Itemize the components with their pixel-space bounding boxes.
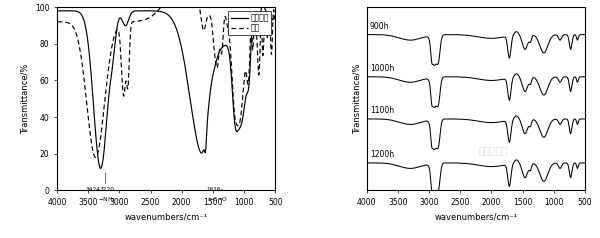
Text: 3424: 3424 xyxy=(85,187,100,192)
Text: 900h: 900h xyxy=(370,22,389,31)
Text: 嘉峪检测网: 嘉峪检测网 xyxy=(479,145,508,155)
Y-axis label: Transmittance/%: Transmittance/% xyxy=(352,64,361,134)
Text: 1616–: 1616– xyxy=(206,187,224,192)
Text: $-$C=O: $-$C=O xyxy=(208,195,229,203)
Text: 1100h: 1100h xyxy=(370,106,394,115)
Text: 1000h: 1000h xyxy=(370,64,394,73)
Y-axis label: Transmittance/%: Transmittance/% xyxy=(20,64,29,134)
Text: $-$NH$_2$: $-$NH$_2$ xyxy=(98,195,116,204)
Text: 3220: 3220 xyxy=(100,187,115,192)
X-axis label: wavenumbers/cm⁻¹: wavenumbers/cm⁻¹ xyxy=(125,213,208,222)
Text: 1200h: 1200h xyxy=(370,150,394,159)
Legend: 接枝淠粉, 淠粉: 接枝淠粉, 淠粉 xyxy=(229,11,271,35)
X-axis label: wavenumbers/cm⁻¹: wavenumbers/cm⁻¹ xyxy=(434,213,517,222)
